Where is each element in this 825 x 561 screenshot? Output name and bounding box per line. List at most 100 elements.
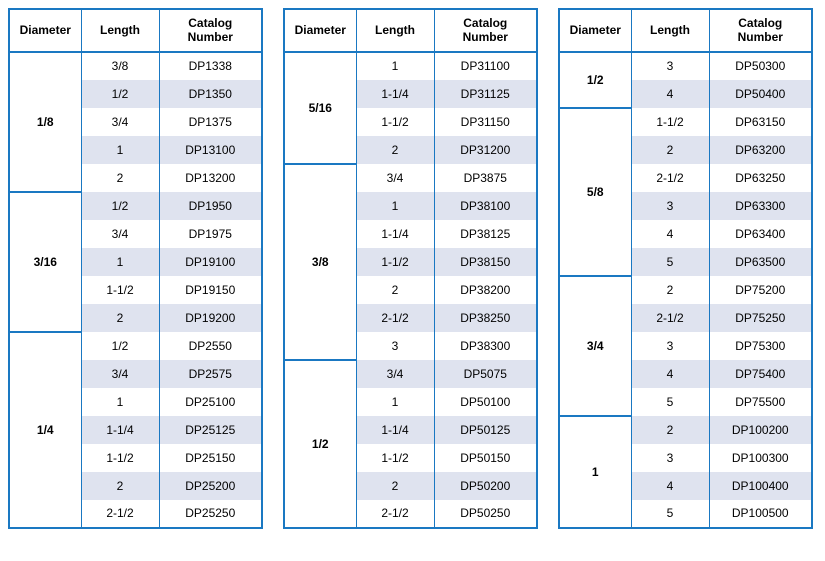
header-catalog: CatalogNumber [159, 9, 262, 52]
length-cell: 2-1/2 [356, 304, 434, 332]
length-cell: 3 [631, 444, 709, 472]
diameter-cell: 1 [559, 416, 631, 528]
header-diameter: Diameter [284, 9, 356, 52]
length-cell: 1-1/4 [356, 416, 434, 444]
diameter-cell: 3/4 [559, 276, 631, 416]
catalog-cell: DP38200 [434, 276, 537, 304]
length-cell: 2 [631, 136, 709, 164]
length-cell: 1 [81, 136, 159, 164]
length-cell: 3/4 [356, 360, 434, 388]
catalog-cell: DP38100 [434, 192, 537, 220]
length-cell: 1 [356, 192, 434, 220]
length-cell: 5 [631, 500, 709, 528]
length-cell: 2 [631, 416, 709, 444]
catalog-cell: DP100200 [709, 416, 812, 444]
catalog-cell: DP31150 [434, 108, 537, 136]
length-cell: 2 [81, 164, 159, 192]
length-cell: 1-1/4 [356, 220, 434, 248]
catalog-cell: DP63150 [709, 108, 812, 136]
catalog-cell: DP38250 [434, 304, 537, 332]
diameter-cell: 1/4 [9, 332, 81, 528]
catalog-cell: DP38125 [434, 220, 537, 248]
catalog-cell: DP63300 [709, 192, 812, 220]
length-cell: 1 [81, 388, 159, 416]
length-cell: 3 [631, 52, 709, 80]
header-diameter: Diameter [9, 9, 81, 52]
catalog-cell: DP38150 [434, 248, 537, 276]
length-cell: 3/4 [356, 164, 434, 192]
catalog-table: DiameterLengthCatalogNumber5/161DP311001… [283, 8, 538, 529]
length-cell: 5 [631, 248, 709, 276]
length-cell: 2 [356, 472, 434, 500]
catalog-cell: DP75300 [709, 332, 812, 360]
catalog-cell: DP1350 [159, 80, 262, 108]
table-row: 3/161/2DP1950 [9, 192, 262, 220]
length-cell: 3 [631, 192, 709, 220]
diameter-cell: 1/8 [9, 52, 81, 192]
header-diameter: Diameter [559, 9, 631, 52]
length-cell: 1/2 [81, 332, 159, 360]
table-row: 5/81-1/2DP63150 [559, 108, 812, 136]
length-cell: 1-1/2 [81, 444, 159, 472]
length-cell: 5 [631, 388, 709, 416]
catalog-cell: DP50250 [434, 500, 537, 528]
table-row: 5/161DP31100 [284, 52, 537, 80]
length-cell: 1-1/2 [356, 444, 434, 472]
catalog-cell: DP50150 [434, 444, 537, 472]
catalog-cell: DP1375 [159, 108, 262, 136]
catalog-cell: DP63400 [709, 220, 812, 248]
table-row: 1/23/4DP5075 [284, 360, 537, 388]
length-cell: 1-1/2 [356, 248, 434, 276]
catalog-cell: DP19150 [159, 276, 262, 304]
length-cell: 4 [631, 80, 709, 108]
header-catalog: CatalogNumber [709, 9, 812, 52]
length-cell: 2-1/2 [631, 304, 709, 332]
catalog-cell: DP31125 [434, 80, 537, 108]
catalog-cell: DP75400 [709, 360, 812, 388]
catalog-cell: DP100300 [709, 444, 812, 472]
catalog-cell: DP2575 [159, 360, 262, 388]
catalog-cell: DP50100 [434, 388, 537, 416]
length-cell: 3 [631, 332, 709, 360]
length-cell: 2-1/2 [356, 500, 434, 528]
catalog-cell: DP13100 [159, 136, 262, 164]
diameter-cell: 3/16 [9, 192, 81, 332]
length-cell: 2 [356, 276, 434, 304]
table-row: 1/23DP50300 [559, 52, 812, 80]
length-cell: 2-1/2 [81, 500, 159, 528]
diameter-cell: 1/2 [559, 52, 631, 108]
table-row: 1/83/8DP1338 [9, 52, 262, 80]
catalog-cell: DP50300 [709, 52, 812, 80]
length-cell: 3/4 [81, 108, 159, 136]
length-cell: 2 [81, 304, 159, 332]
catalog-cell: DP50200 [434, 472, 537, 500]
length-cell: 3/4 [81, 220, 159, 248]
catalog-cell: DP75500 [709, 388, 812, 416]
length-cell: 3/4 [81, 360, 159, 388]
length-cell: 2 [81, 472, 159, 500]
header-catalog: CatalogNumber [434, 9, 537, 52]
catalog-cell: DP50400 [709, 80, 812, 108]
catalog-cell: DP25100 [159, 388, 262, 416]
catalog-cell: DP63500 [709, 248, 812, 276]
diameter-cell: 3/8 [284, 164, 356, 360]
catalog-cell: DP100400 [709, 472, 812, 500]
diameter-cell: 1/2 [284, 360, 356, 528]
catalog-cell: DP25250 [159, 500, 262, 528]
catalog-cell: DP31100 [434, 52, 537, 80]
length-cell: 3 [356, 332, 434, 360]
catalog-table: DiameterLengthCatalogNumber1/83/8DP13381… [8, 8, 263, 529]
catalog-cell: DP5075 [434, 360, 537, 388]
length-cell: 1/2 [81, 80, 159, 108]
catalog-cell: DP1975 [159, 220, 262, 248]
catalog-cell: DP19200 [159, 304, 262, 332]
length-cell: 1-1/4 [356, 80, 434, 108]
diameter-cell: 5/8 [559, 108, 631, 276]
catalog-tables: DiameterLengthCatalogNumber1/83/8DP13381… [8, 8, 817, 529]
catalog-cell: DP1338 [159, 52, 262, 80]
length-cell: 2 [631, 276, 709, 304]
length-cell: 1-1/4 [81, 416, 159, 444]
length-cell: 1 [356, 388, 434, 416]
length-cell: 1/2 [81, 192, 159, 220]
catalog-cell: DP50125 [434, 416, 537, 444]
